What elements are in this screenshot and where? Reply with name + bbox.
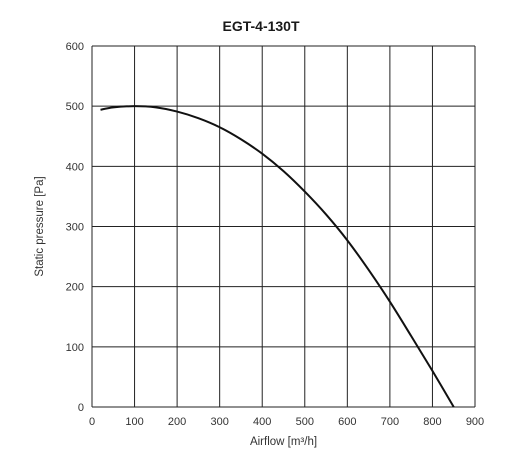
x-tick-label: 200 — [168, 416, 186, 428]
x-tick-label: 700 — [381, 416, 399, 428]
y-tick-label: 600 — [66, 41, 84, 53]
series-layer — [100, 105, 455, 408]
x-tick-label: 600 — [338, 416, 356, 428]
y-tick-label: 100 — [66, 342, 84, 354]
y-tick-label: 300 — [66, 222, 84, 234]
x-tick-label: 300 — [210, 416, 228, 428]
x-tick-label: 500 — [296, 416, 314, 428]
x-tick-label: 100 — [125, 416, 143, 428]
series-line — [100, 105, 455, 408]
y-tick-label: 200 — [66, 282, 84, 294]
y-tick-label: 500 — [66, 101, 84, 113]
x-axis-ticks: 0 100 200 300 400 500 600 700 800 900 — [89, 416, 484, 428]
y-axis-label: Static pressure [Pa] — [34, 176, 46, 276]
x-tick-label: 0 — [89, 416, 95, 428]
y-tick-label: 400 — [66, 161, 84, 173]
y-axis-ticks: 0 100 200 300 400 500 600 — [66, 41, 84, 414]
x-tick-label: 800 — [423, 416, 441, 428]
x-tick-label: 900 — [466, 416, 484, 428]
grid — [91, 45, 476, 408]
chart-title: EGT-4-130T — [222, 18, 299, 34]
x-axis-label: Airflow [m³/h] — [250, 436, 317, 448]
x-tick-label: 400 — [253, 416, 271, 428]
y-tick-label: 0 — [78, 402, 84, 414]
